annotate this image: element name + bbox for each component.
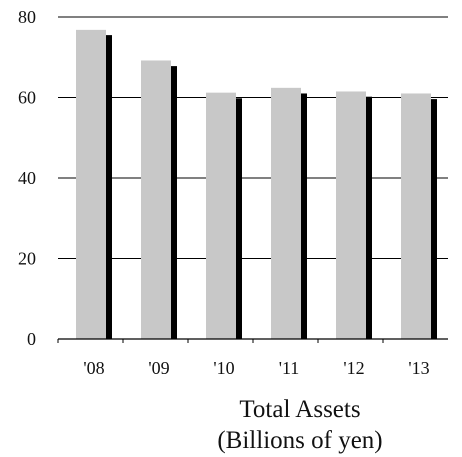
- y-tick-labels: 0 20 40 60 80: [18, 7, 36, 349]
- x-tick-label-3: '11: [279, 358, 300, 378]
- bar-back-0: [106, 35, 112, 340]
- y-tick-label-0: 0: [27, 329, 36, 349]
- x-tick-label-5: '13: [408, 358, 429, 378]
- y-tick-label-60: 60: [18, 88, 36, 108]
- bar-front-2: [206, 92, 236, 339]
- bar-front-1: [141, 60, 171, 339]
- gridlines: [58, 16, 448, 259]
- y-tick-label-40: 40: [18, 168, 36, 188]
- chart-title: Total Assets: [239, 396, 361, 423]
- bar-back-1: [171, 66, 177, 339]
- bars: [76, 29, 437, 340]
- bar-front-3: [271, 87, 301, 339]
- bar-back-5: [431, 99, 437, 339]
- bar-back-2: [236, 98, 242, 340]
- bar-front-0: [76, 29, 106, 339]
- x-tick-label-0: '08: [83, 358, 104, 378]
- bar-back-3: [301, 93, 307, 339]
- bar-back-4: [366, 96, 372, 339]
- y-tick-label-20: 20: [18, 249, 36, 269]
- x-tick-labels: '08 '09 '10 '11 '12 '13: [57, 339, 430, 378]
- y-tick-label-80: 80: [18, 7, 36, 27]
- x-tick-label-4: '12: [343, 358, 364, 378]
- x-tick-label-2: '10: [213, 358, 234, 378]
- bar-front-4: [336, 91, 366, 340]
- bar-front-5: [401, 93, 431, 339]
- x-tick-label-1: '09: [148, 358, 169, 378]
- chart-subtitle: (Billions of yen): [217, 427, 383, 454]
